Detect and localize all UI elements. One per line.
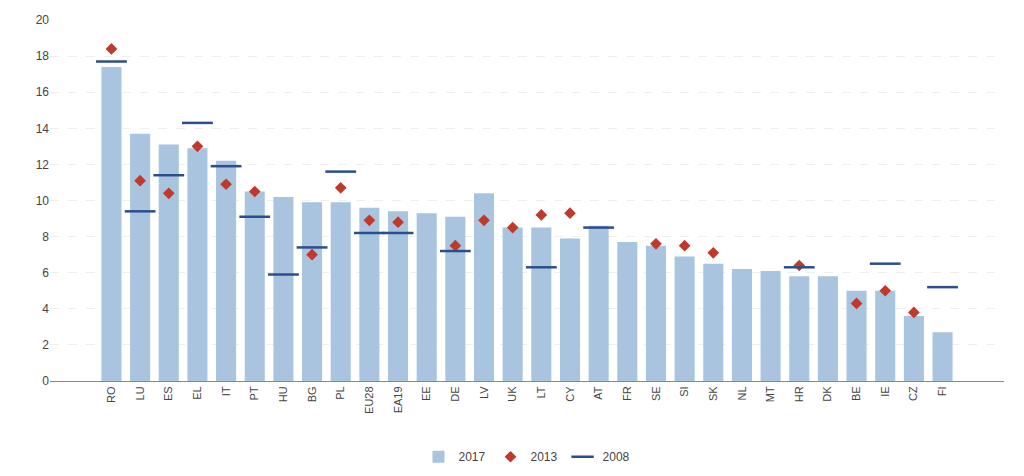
svg-text:4: 4 [42,302,49,316]
svg-text:8: 8 [42,230,49,244]
svg-text:HU: HU [277,386,289,402]
svg-text:AT: AT [592,386,604,400]
svg-text:CZ: CZ [907,386,919,401]
svg-text:EA19: EA19 [392,386,404,413]
svg-text:16: 16 [36,85,50,99]
svg-text:14: 14 [36,122,50,136]
svg-text:PL: PL [334,386,346,399]
svg-text:20: 20 [36,13,50,27]
svg-text:IT: IT [220,386,232,396]
svg-text:12: 12 [36,158,50,172]
svg-text:SI: SI [678,386,690,396]
svg-text:EU28: EU28 [363,386,375,414]
svg-text:ES: ES [162,386,174,401]
svg-text:DE: DE [449,386,461,401]
svg-text:RO: RO [105,386,117,403]
svg-text:UK: UK [506,386,518,402]
svg-text:LV: LV [478,386,490,399]
svg-text:SK: SK [707,386,719,401]
svg-text:2008: 2008 [603,450,630,464]
svg-text:CY: CY [564,386,576,402]
svg-text:LT: LT [535,386,547,398]
svg-text:MT: MT [764,386,776,402]
svg-text:10: 10 [36,194,50,208]
svg-text:6: 6 [42,266,49,280]
svg-text:SE: SE [650,386,662,401]
svg-text:BG: BG [306,386,318,402]
svg-text:IE: IE [879,386,891,396]
svg-text:PT: PT [248,386,260,400]
svg-text:BE: BE [850,386,862,401]
svg-text:FR: FR [621,386,633,401]
svg-text:0: 0 [42,374,49,388]
svg-text:2013: 2013 [531,450,558,464]
svg-text:EL: EL [191,386,203,399]
svg-text:DK: DK [821,386,833,402]
svg-text:HR: HR [793,386,805,402]
svg-text:FI: FI [936,386,948,396]
svg-text:LU: LU [134,386,146,400]
svg-text:18: 18 [36,49,50,63]
svg-text:EE: EE [420,386,432,401]
svg-text:NL: NL [736,386,748,400]
svg-text:2017: 2017 [459,450,486,464]
svg-text:2: 2 [42,338,49,352]
